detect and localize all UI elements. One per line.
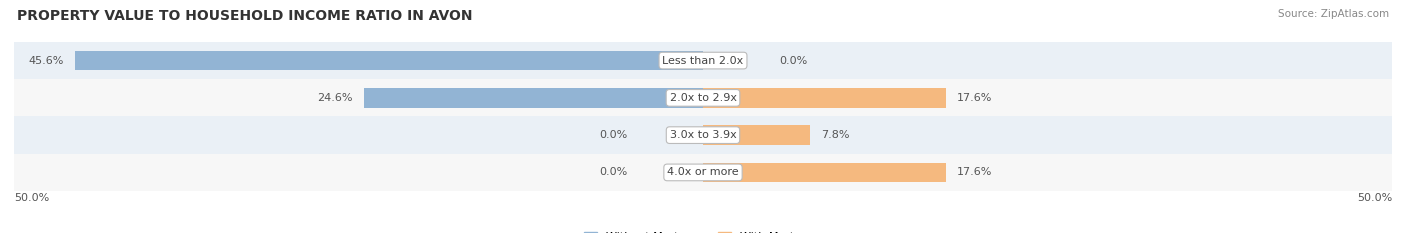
Bar [364, 88, 703, 108]
Text: 50.0%: 50.0% [14, 193, 49, 203]
Text: 17.6%: 17.6% [956, 93, 991, 103]
Bar [14, 79, 1392, 116]
Text: 17.6%: 17.6% [956, 168, 991, 177]
Text: 0.0%: 0.0% [779, 56, 807, 65]
Legend: Without Mortgage, With Mortgage: Without Mortgage, With Mortgage [583, 232, 823, 233]
Text: 3.0x to 3.9x: 3.0x to 3.9x [669, 130, 737, 140]
Bar [703, 125, 810, 145]
Bar [75, 51, 703, 70]
Text: 0.0%: 0.0% [599, 168, 627, 177]
Text: Less than 2.0x: Less than 2.0x [662, 56, 744, 65]
Bar [14, 116, 1392, 154]
Text: 2.0x to 2.9x: 2.0x to 2.9x [669, 93, 737, 103]
Text: 7.8%: 7.8% [821, 130, 851, 140]
Text: Source: ZipAtlas.com: Source: ZipAtlas.com [1278, 9, 1389, 19]
Bar [14, 154, 1392, 191]
Bar [14, 42, 1392, 79]
Text: PROPERTY VALUE TO HOUSEHOLD INCOME RATIO IN AVON: PROPERTY VALUE TO HOUSEHOLD INCOME RATIO… [17, 9, 472, 23]
Bar [703, 88, 945, 108]
Text: 45.6%: 45.6% [28, 56, 63, 65]
Text: 0.0%: 0.0% [599, 130, 627, 140]
Text: 4.0x or more: 4.0x or more [668, 168, 738, 177]
Text: 24.6%: 24.6% [318, 93, 353, 103]
Text: 50.0%: 50.0% [1357, 193, 1392, 203]
Bar [703, 163, 945, 182]
